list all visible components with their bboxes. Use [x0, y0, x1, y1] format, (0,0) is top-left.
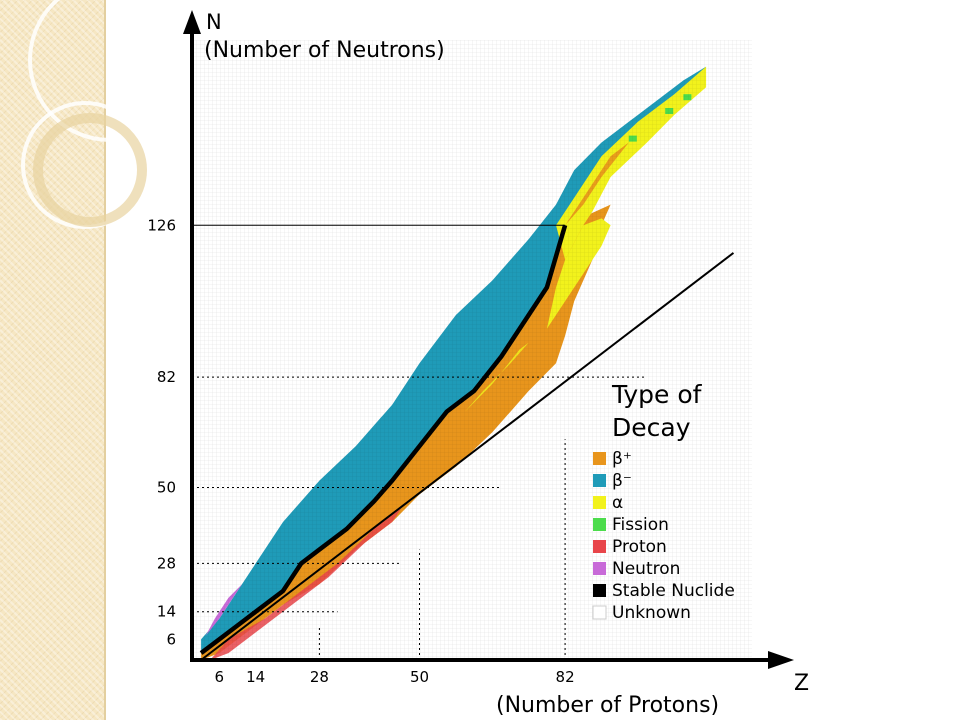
legend-swatch-3: [593, 518, 606, 531]
legend-label-4: Proton: [612, 537, 667, 557]
y-tick-labels: 6 14 28 50 82 126: [147, 216, 176, 648]
legend-swatch-2: [593, 496, 606, 509]
x-tick-28: 28: [310, 668, 329, 686]
x-axis-arrow: [768, 651, 794, 669]
legend-label-5: Neutron: [612, 559, 680, 579]
y-tick-28: 28: [157, 554, 176, 572]
x-tick-6: 6: [215, 668, 225, 686]
y-tick-82: 82: [157, 368, 176, 386]
axes: [183, 10, 794, 669]
x-tick-50: 50: [410, 668, 429, 686]
sidebar-edge: [104, 0, 106, 720]
decorative-circles: [21, 0, 192, 229]
decay-regions: [192, 40, 752, 660]
x-axis-symbol: Z: [794, 671, 809, 696]
legend-swatch-6: [593, 584, 606, 597]
y-axis-symbol: N: [206, 10, 222, 34]
legend-title-line1: Type of: [611, 380, 703, 409]
legend-label-6: Stable Nuclide: [612, 581, 735, 601]
cell-grid-texture: [192, 40, 752, 660]
n-equals-z-reference-line: [200, 252, 735, 661]
x-tick-labels: 6 14 28 50 82: [215, 668, 575, 686]
y-tick-50: 50: [157, 479, 176, 497]
legend-swatch-5: [593, 562, 606, 575]
legend-label-1: β⁻: [612, 471, 632, 491]
legend-swatch-0: [593, 452, 606, 465]
y-axis-label: (Number of Neutrons): [204, 38, 445, 63]
stable-nuclide-line: [199, 224, 568, 655]
y-tick-126: 126: [147, 216, 176, 234]
x-tick-82: 82: [556, 668, 575, 686]
legend-label-0: β⁺: [612, 449, 632, 469]
y-tick-14: 14: [157, 603, 176, 621]
x-tick-14: 14: [246, 668, 265, 686]
y-tick-6: 6: [166, 630, 176, 648]
legend-swatch-4: [593, 540, 606, 553]
legend-label-3: Fission: [612, 515, 669, 535]
legend-swatch-1: [593, 474, 606, 487]
y-axis-arrow: [183, 10, 201, 34]
n-equals-z-line: [200, 252, 735, 661]
legend-swatch-7: [592, 605, 607, 620]
legend-label-2: α: [612, 493, 623, 513]
x-axis-label: (Number of Protons): [496, 693, 719, 718]
decay-legend: Type of Decay β⁺β⁻αFissionProtonNeutronS…: [592, 380, 735, 623]
legend-title-line2: Decay: [612, 413, 691, 442]
magic-number-gridlines: [192, 224, 647, 660]
legend-label-7: Unknown: [612, 603, 691, 623]
